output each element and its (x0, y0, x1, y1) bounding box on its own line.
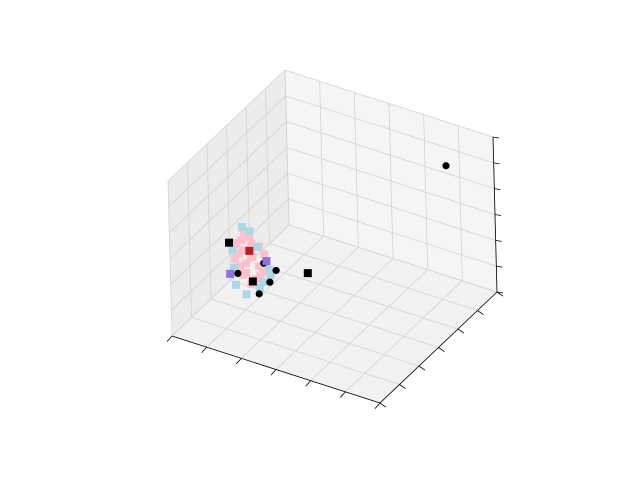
scatter-point (225, 238, 234, 247)
z-tick (495, 239, 502, 242)
scatter-point (265, 265, 274, 274)
axes-ticks (166, 136, 504, 409)
scatter-point (303, 269, 312, 278)
scatter-point (266, 270, 275, 279)
grid-line (284, 69, 290, 226)
scatter-point (235, 249, 244, 258)
y-tick (399, 384, 406, 390)
grid-line (168, 95, 286, 208)
scatter-point (228, 245, 237, 254)
scatter-point (255, 283, 264, 292)
plot-area (225, 162, 450, 299)
scatter-point (260, 250, 269, 259)
scatter-point (259, 277, 268, 286)
grid-line (167, 69, 286, 182)
y-tick (379, 402, 387, 408)
x-tick (305, 380, 311, 387)
scatter-point (247, 239, 256, 248)
z-tick (496, 291, 504, 294)
x-tick (236, 358, 242, 365)
y-tick (438, 347, 445, 353)
scatter-point (253, 243, 262, 252)
scatter-point (248, 277, 257, 286)
scatter-point (245, 227, 254, 236)
scatter-point (236, 262, 245, 271)
scatter-point (242, 259, 251, 268)
grid-line (269, 243, 478, 311)
axes-panes (168, 70, 497, 403)
scatter-point (242, 269, 251, 278)
scatter-point (255, 262, 264, 271)
scatter-point (246, 253, 255, 262)
x-tick (340, 391, 346, 398)
scatter-point (272, 266, 280, 275)
z-tick (492, 136, 500, 139)
scatter-point (231, 280, 240, 289)
scatter-point (239, 228, 248, 237)
grid-line (284, 69, 494, 138)
x-tick (201, 346, 207, 354)
scatter-point (255, 290, 263, 298)
z-tick (496, 265, 503, 268)
scatter-point (442, 162, 450, 170)
axes-grid (167, 69, 498, 404)
x-tick (166, 335, 173, 342)
scatter-point (245, 246, 254, 255)
x-tick (374, 402, 381, 409)
z-tick (494, 188, 501, 191)
y-tick (477, 310, 484, 316)
grid-line (288, 224, 498, 293)
x-tick (270, 369, 277, 376)
scatter-point (231, 239, 240, 248)
y-tick (418, 365, 426, 371)
scatter-point (237, 236, 246, 245)
z-tick (494, 214, 502, 216)
scatter-point (231, 254, 240, 263)
grid-line (285, 95, 494, 164)
scatter-point (226, 269, 235, 278)
scatter-point (238, 223, 246, 232)
scatter-point (259, 268, 268, 277)
scatter-point (266, 278, 274, 286)
scatter-point (234, 269, 242, 278)
y-tick (457, 328, 465, 334)
z-tick (493, 162, 500, 165)
scatter-point (262, 257, 271, 266)
y-tick (496, 291, 504, 297)
scatter-point (242, 290, 251, 299)
scatter-point (230, 263, 239, 272)
scatter-point (245, 233, 254, 242)
